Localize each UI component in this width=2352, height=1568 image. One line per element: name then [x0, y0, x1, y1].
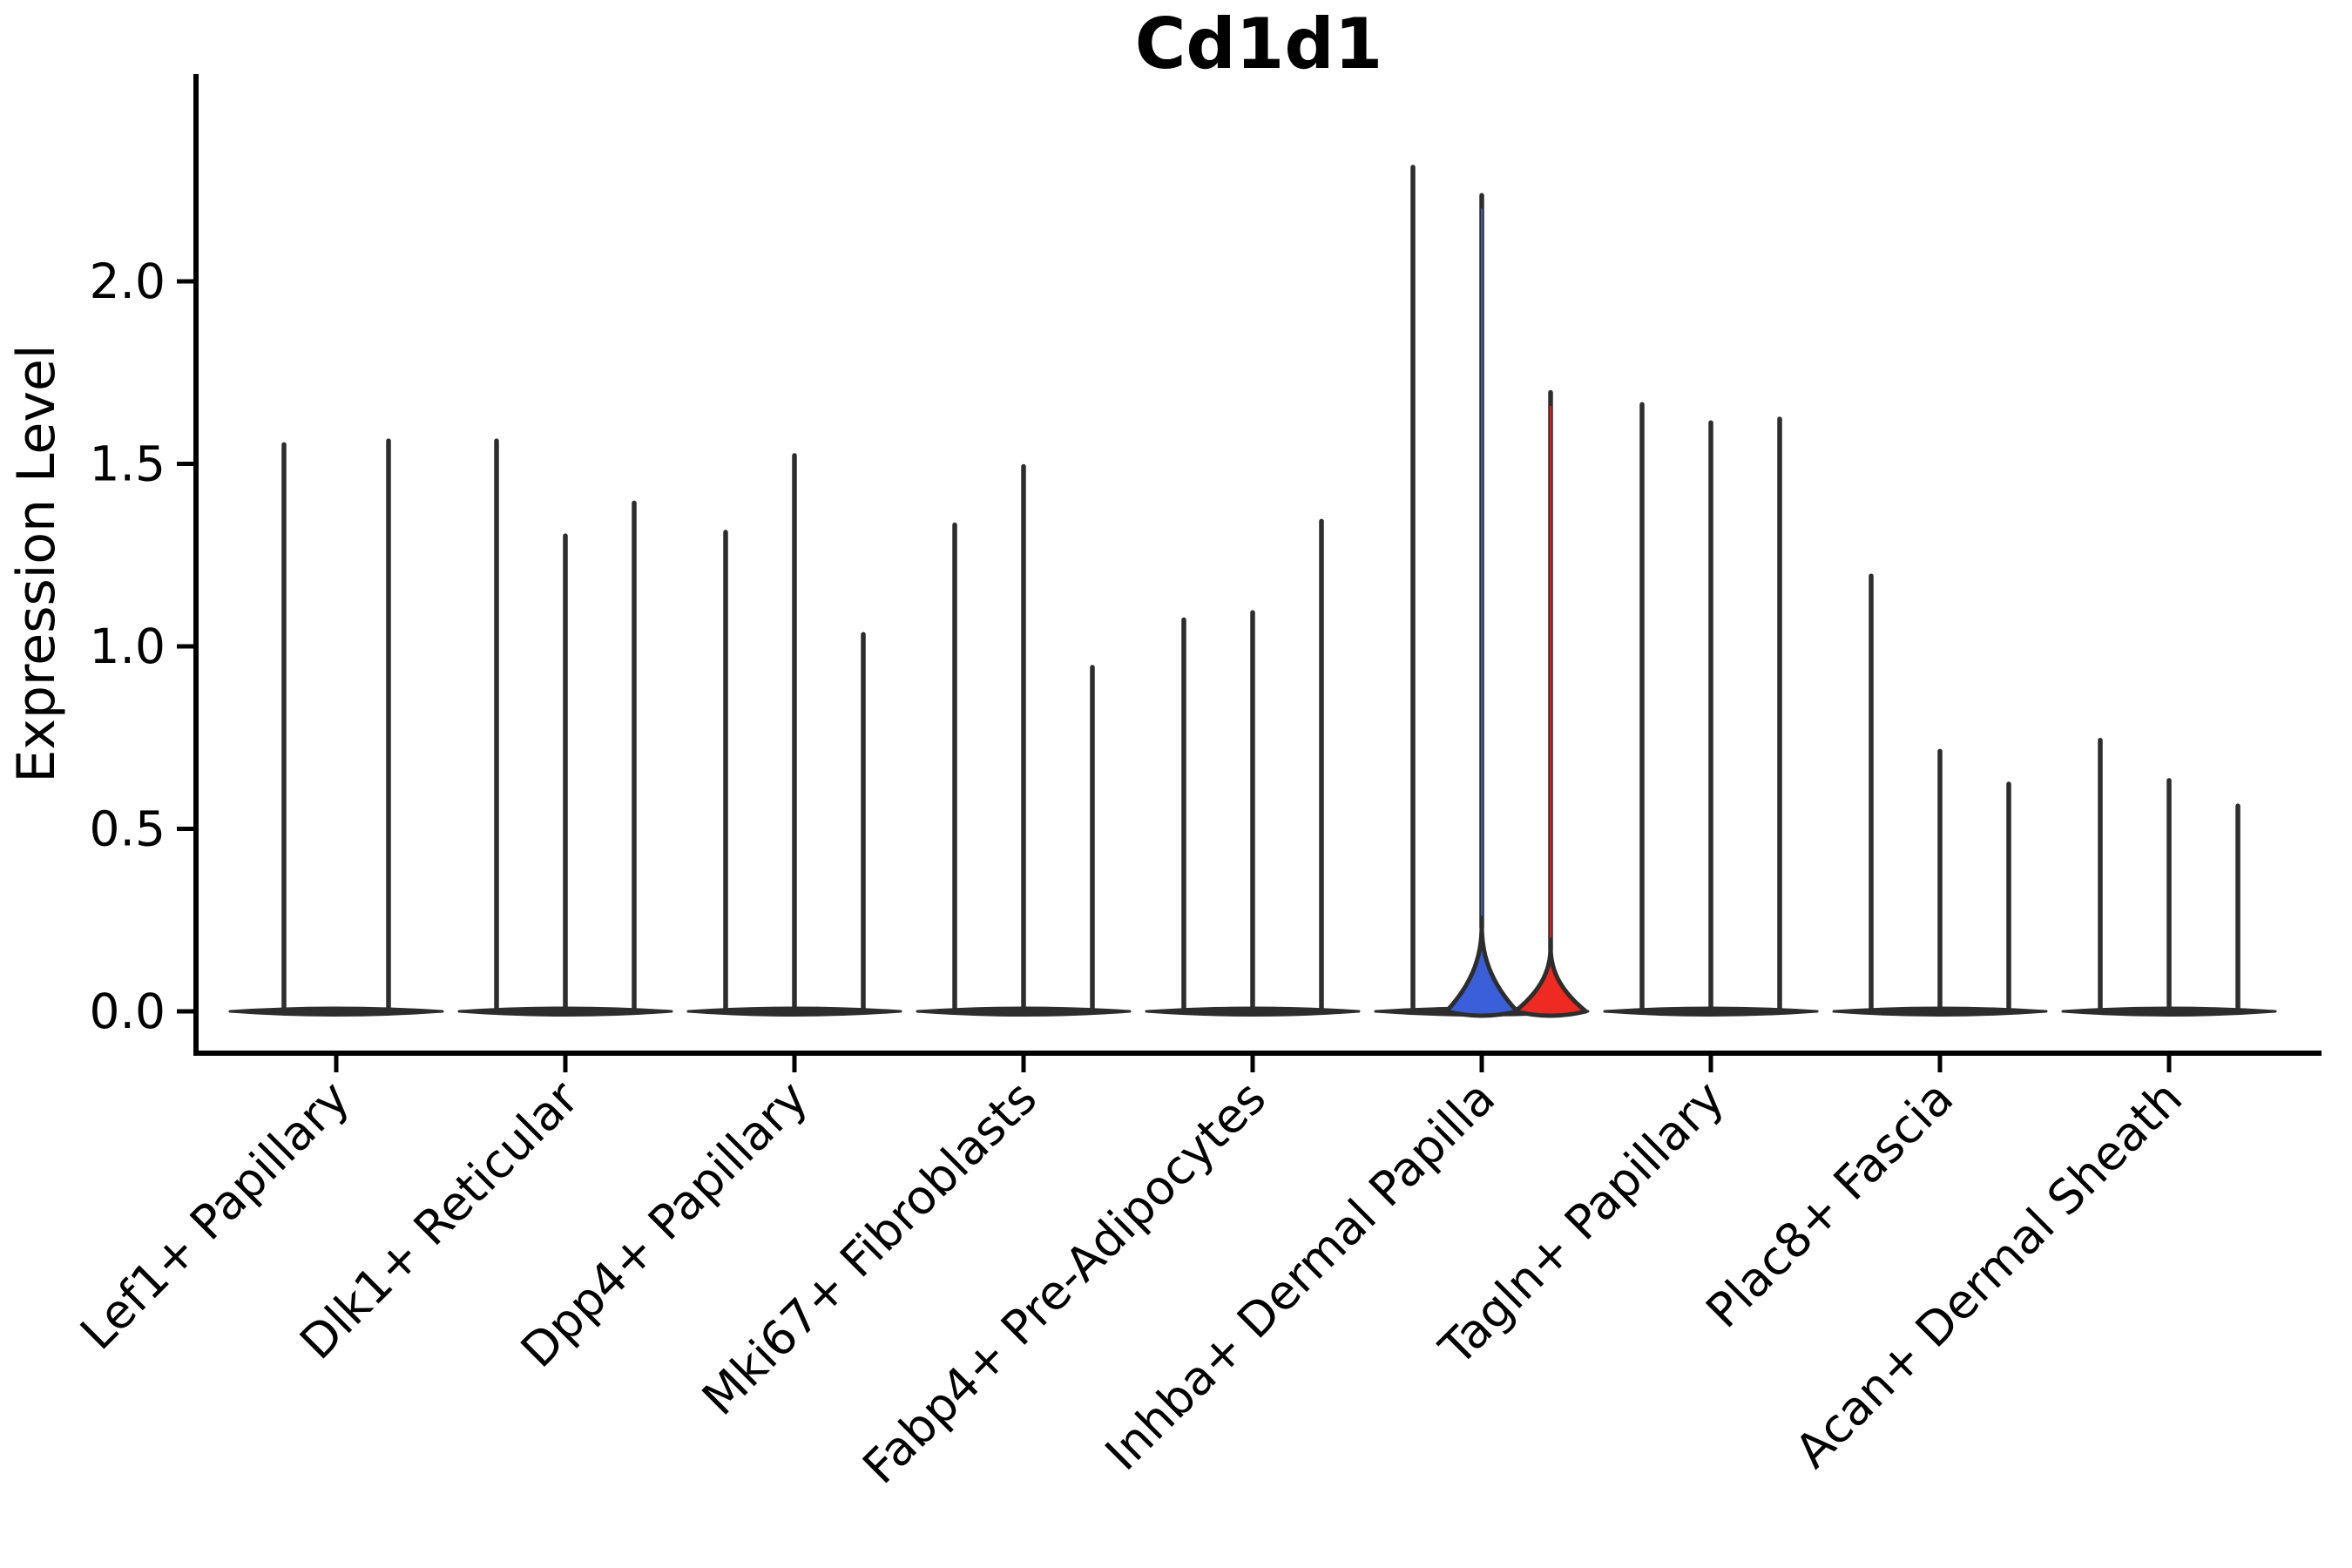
axes-layer: 0.0 0.5 1.0 1.5 2.0 — [90, 74, 2322, 1072]
x-tick-label: Fabp4+ Pre-Adipocytes — [852, 1071, 1276, 1495]
y-tick-label: 2.0 — [90, 253, 166, 309]
y-tick-label: 0.5 — [90, 801, 166, 857]
chart-title: Cd1d1 — [1135, 3, 1383, 84]
violin-zero-blob — [228, 1006, 444, 1017]
x-tick-label: Acan+ Dermal Sheath — [1785, 1071, 2193, 1478]
x-tick-label: Plac8+ Fascia — [1695, 1071, 1963, 1339]
violins-layer — [228, 165, 2277, 1018]
x-tick-label: Inhba+ Dermal Papilla — [1095, 1071, 1505, 1481]
y-axis-label: Expression Level — [6, 344, 67, 782]
violin-body-red — [1513, 938, 1588, 1018]
violin-body-blue — [1444, 916, 1519, 1018]
y-tick-label: 1.5 — [90, 436, 166, 492]
y-tick-label: 1.0 — [90, 618, 166, 674]
y-tick-label: 0.0 — [90, 983, 166, 1039]
